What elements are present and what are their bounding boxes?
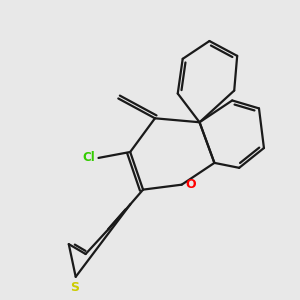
Text: O: O	[185, 178, 196, 191]
Text: Cl: Cl	[82, 152, 95, 164]
Text: S: S	[70, 281, 79, 294]
